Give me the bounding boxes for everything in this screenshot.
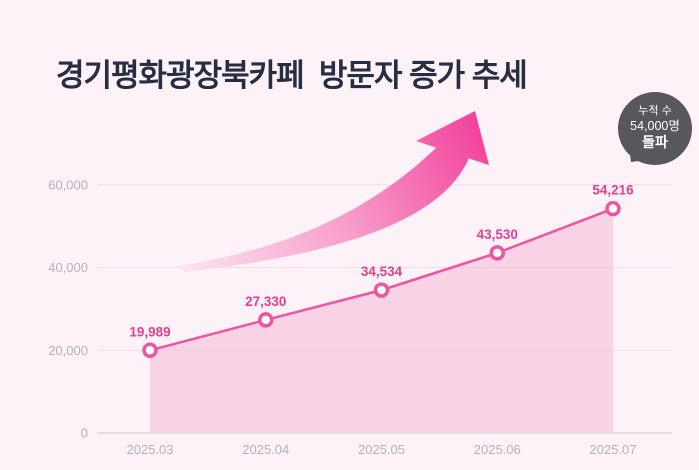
area-fill — [150, 208, 613, 432]
data-point-markers — [142, 200, 621, 359]
value-label-2025.04: 27,330 — [245, 294, 286, 309]
data-value-labels: 19,989 27,330 34,534 43,530 54,216 — [129, 183, 634, 340]
svg-text:40,000: 40,000 — [48, 260, 88, 275]
page-title: 경기평화광장북카페 방문자 증가 추세 — [56, 58, 528, 93]
x-tick-2025.07: 2025.07 — [590, 442, 637, 457]
value-label-2025.03: 19,989 — [129, 324, 170, 339]
badge-caption: 누적 수 — [638, 105, 672, 118]
data-point-2025.06 — [489, 245, 505, 261]
svg-text:20,000: 20,000 — [48, 343, 88, 358]
svg-text:0: 0 — [81, 426, 88, 441]
value-label-2025.07: 54,216 — [592, 183, 634, 198]
data-point-2025.05 — [373, 282, 390, 298]
data-point-2025.03 — [142, 342, 158, 359]
x-tick-2025.04: 2025.04 — [242, 442, 289, 457]
badge-milestone-label: 돌파 — [642, 134, 668, 151]
cumulative-total-badge: 누적 수 54,000명 돌파 — [618, 92, 692, 175]
growth-arrow — [178, 111, 489, 272]
badge-total-count: 54,000명 — [630, 118, 680, 133]
x-tick-2025.06: 2025.06 — [474, 442, 521, 457]
x-axis-tick-labels: 2025.03 2025.04 2025.05 2025.06 2025.07 — [127, 442, 637, 457]
growth-arrow-head — [416, 111, 489, 165]
data-point-2025.07 — [605, 200, 621, 217]
value-label-2025.06: 43,530 — [477, 227, 518, 242]
x-tick-2025.05: 2025.05 — [358, 442, 405, 457]
data-point-2025.04 — [258, 312, 274, 328]
growth-arrow-shaft — [178, 147, 469, 272]
svg-text:60,000: 60,000 — [48, 177, 88, 192]
y-axis-tick-labels: 0 20,000 40,000 60,000 — [48, 177, 88, 440]
x-tick-2025.03: 2025.03 — [127, 442, 174, 457]
value-label-2025.05: 34,534 — [361, 264, 403, 279]
